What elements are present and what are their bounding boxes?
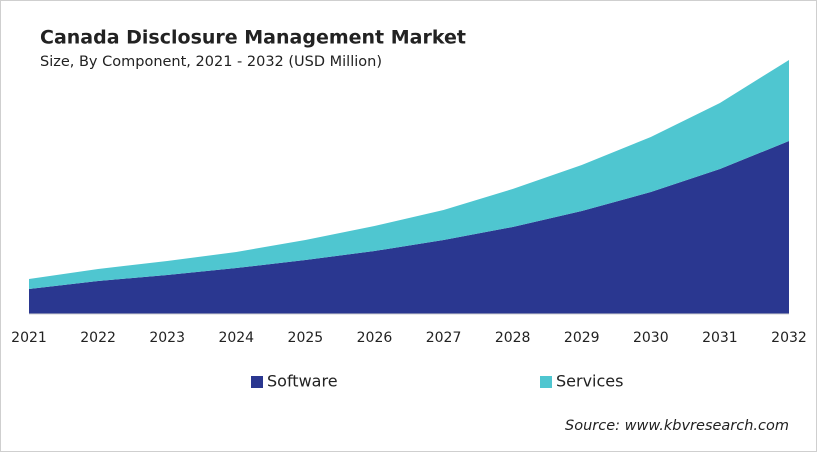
x-tick-label: 2032 — [771, 330, 807, 346]
x-tick-label: 2023 — [149, 330, 185, 346]
x-tick-label: 2026 — [357, 330, 393, 346]
area — [29, 141, 789, 314]
x-tick-label: 2030 — [633, 330, 669, 346]
chart-subtitle: Size, By Component, 2021 - 2032 (USD Mil… — [40, 54, 382, 70]
source: Source: www.kbvresearch.com — [565, 418, 789, 434]
x-tick-label: 2021 — [11, 330, 47, 346]
x-tick-label: 2031 — [702, 330, 738, 346]
x-tick-label: 2027 — [426, 330, 462, 346]
chart-title: Canada Disclosure Management Market — [40, 27, 466, 49]
legend-label: Services — [556, 372, 623, 391]
x-tick-label: 2029 — [564, 330, 600, 346]
legend-label: Software — [267, 372, 338, 391]
x-tick-label: 2022 — [80, 330, 116, 346]
x-tick-label: 2024 — [218, 330, 254, 346]
x-tick-label: 2025 — [288, 330, 324, 346]
legend-swatch — [540, 376, 552, 388]
x-tick-label: 2028 — [495, 330, 531, 346]
legend-swatch — [251, 376, 263, 388]
area — [29, 60, 789, 289]
